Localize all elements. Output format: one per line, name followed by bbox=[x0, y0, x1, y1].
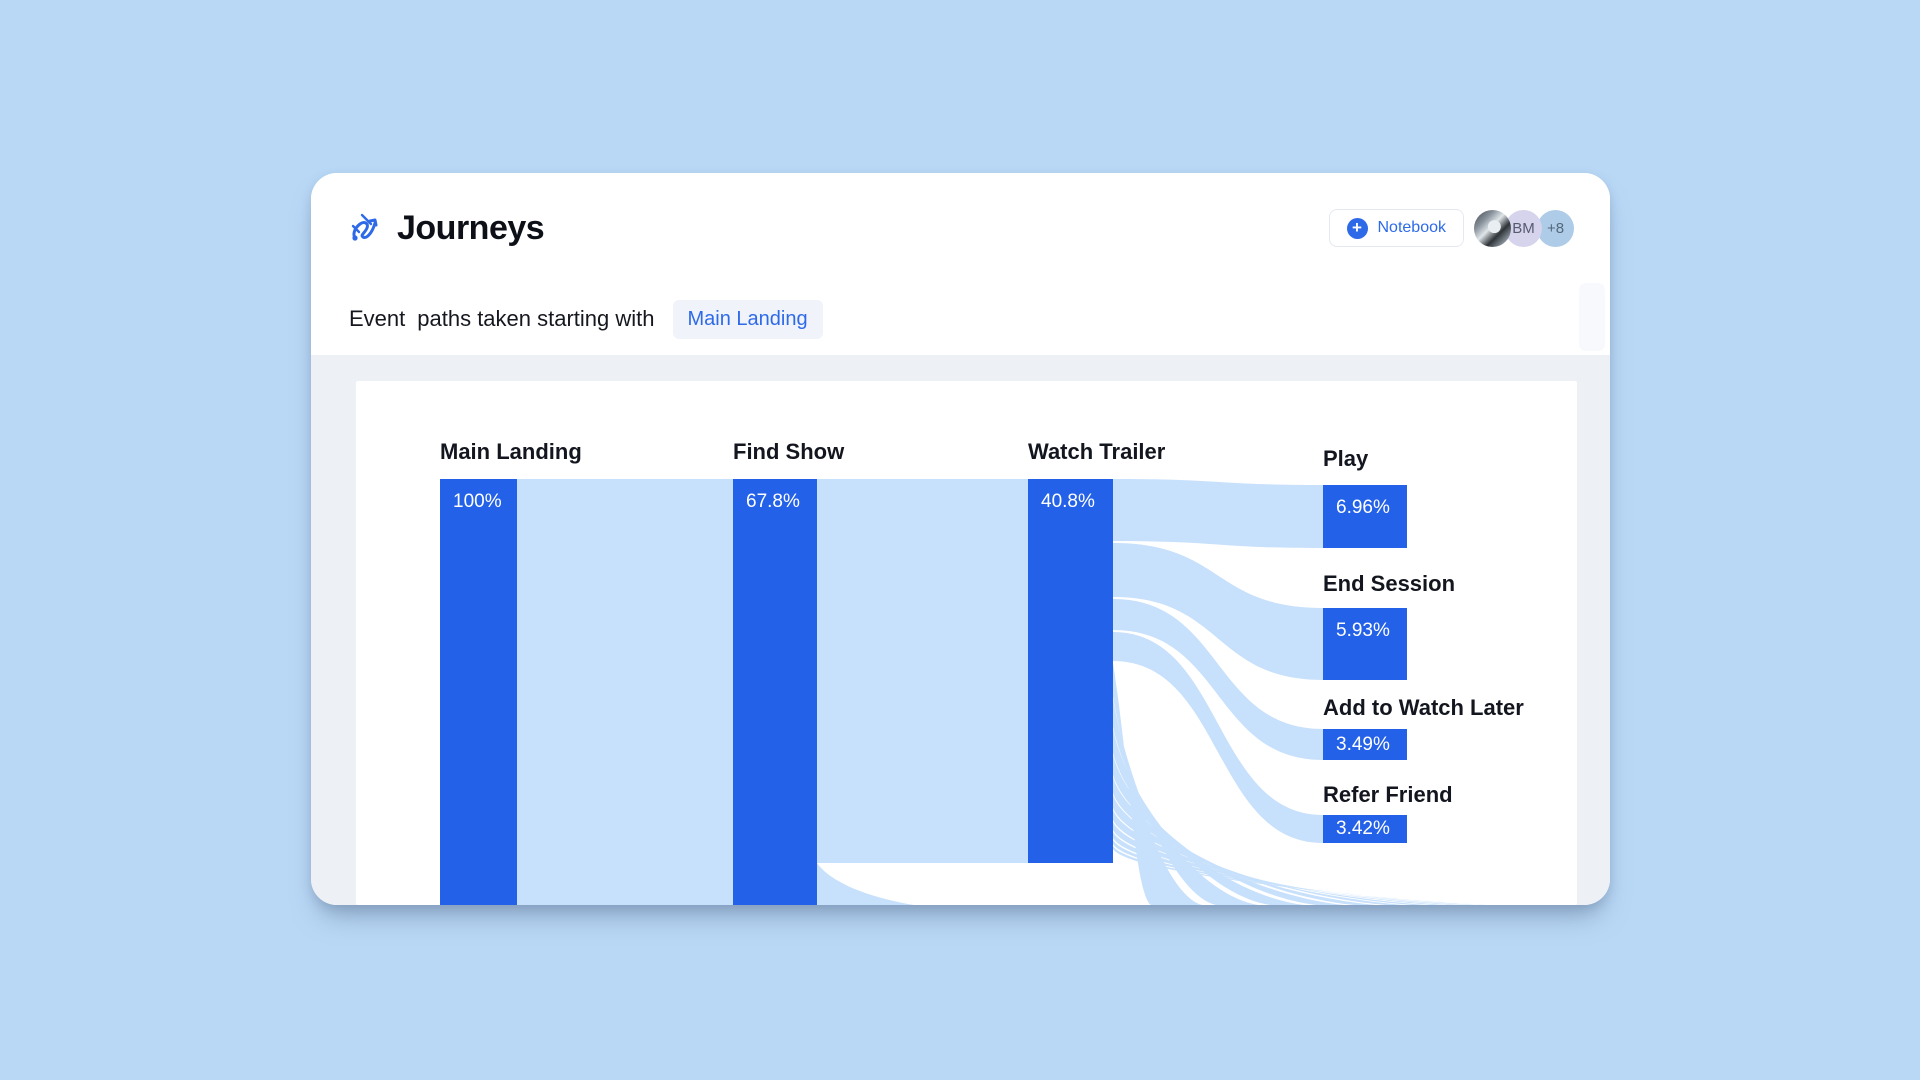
node-label-main-landing: Main Landing bbox=[440, 439, 582, 464]
node-bar-find-show[interactable]: 67.8% bbox=[733, 479, 817, 905]
event-chip[interactable]: Main Landing bbox=[672, 299, 823, 339]
chart-panel: Main Landing 100% Find Show 67.8% Watch Trai… bbox=[356, 381, 1577, 905]
flow-watch-trailer-refer-friend[interactable] bbox=[1113, 632, 1323, 843]
node-label-end-session: End Session bbox=[1323, 571, 1456, 596]
node-bar-main-landing[interactable]: 100% bbox=[440, 479, 517, 905]
query-bar: Event paths taken starting with Main Lan… bbox=[311, 283, 1610, 355]
node-label-find-show: Find Show bbox=[733, 439, 845, 464]
avatar-overflow-count[interactable]: +8 bbox=[1537, 209, 1574, 247]
node-bar-watch-trailer[interactable]: 40.8% bbox=[1028, 479, 1113, 863]
avatar-initials[interactable]: BM bbox=[1505, 209, 1542, 247]
avatar-group[interactable]: BM +8 bbox=[1474, 209, 1574, 247]
node-bar-add-to-watch-later[interactable]: 3.49% bbox=[1323, 729, 1407, 760]
vertical-scrollbar[interactable] bbox=[1579, 283, 1605, 351]
node-label-watch-trailer: Watch Trailer bbox=[1028, 439, 1166, 464]
notebook-button-label: Notebook bbox=[1377, 219, 1447, 236]
node-value: 6.96% bbox=[1336, 497, 1390, 518]
header-actions: + Notebook BM +8 bbox=[1328, 209, 1574, 247]
flow-find-show-offscreen[interactable] bbox=[817, 863, 914, 905]
event-type-selector[interactable]: Event bbox=[349, 306, 406, 331]
node-bar-end-session[interactable]: 5.93% bbox=[1323, 608, 1407, 680]
brand: Journeys bbox=[349, 208, 545, 248]
notebook-button[interactable]: + Notebook bbox=[1328, 209, 1464, 247]
flow-find-show-watch-trailer[interactable] bbox=[817, 479, 1028, 863]
node-label-play: Play bbox=[1323, 446, 1369, 471]
flow-watch-trailer-add-to-watch-later[interactable] bbox=[1113, 599, 1323, 760]
chart-area-background: Main Landing 100% Find Show 67.8% Watch Trai… bbox=[311, 355, 1610, 905]
node-value: 3.49% bbox=[1336, 733, 1390, 755]
avatar-photo[interactable] bbox=[1474, 209, 1511, 247]
node-value: 67.8% bbox=[746, 491, 800, 512]
window-header: Journeys + Notebook BM +8 bbox=[311, 173, 1610, 283]
journey-path-icon bbox=[351, 213, 378, 241]
flow-main-landing-find-show[interactable] bbox=[517, 479, 733, 905]
node-value: 100% bbox=[453, 491, 502, 512]
node-label-add-to-watch-later: Add to Watch Later bbox=[1323, 695, 1524, 720]
node-value: 5.93% bbox=[1336, 620, 1390, 641]
page-title: Journeys bbox=[397, 208, 545, 247]
flow-watch-trailer-end-session[interactable] bbox=[1113, 543, 1323, 680]
node-bar-refer-friend[interactable]: 3.42% bbox=[1323, 815, 1407, 843]
flow-watch-trailer-offscreen-6[interactable] bbox=[1113, 795, 1404, 905]
plus-circle-icon: + bbox=[1346, 217, 1368, 239]
flow-watch-trailer-play[interactable] bbox=[1113, 479, 1323, 548]
node-bar-play[interactable]: 6.96% bbox=[1323, 485, 1407, 548]
node-value: 3.42% bbox=[1336, 818, 1390, 839]
flow-watch-trailer-offscreen-5[interactable] bbox=[1113, 777, 1376, 905]
node-label-refer-friend: Refer Friend bbox=[1323, 782, 1453, 807]
query-description: paths taken starting with bbox=[417, 306, 655, 331]
node-value: 40.8% bbox=[1041, 491, 1095, 512]
sankey-chart: Main Landing 100% Find Show 67.8% Watch Trai… bbox=[356, 381, 1577, 905]
journeys-window: Journeys + Notebook BM +8 Event paths ta… bbox=[311, 173, 1610, 905]
